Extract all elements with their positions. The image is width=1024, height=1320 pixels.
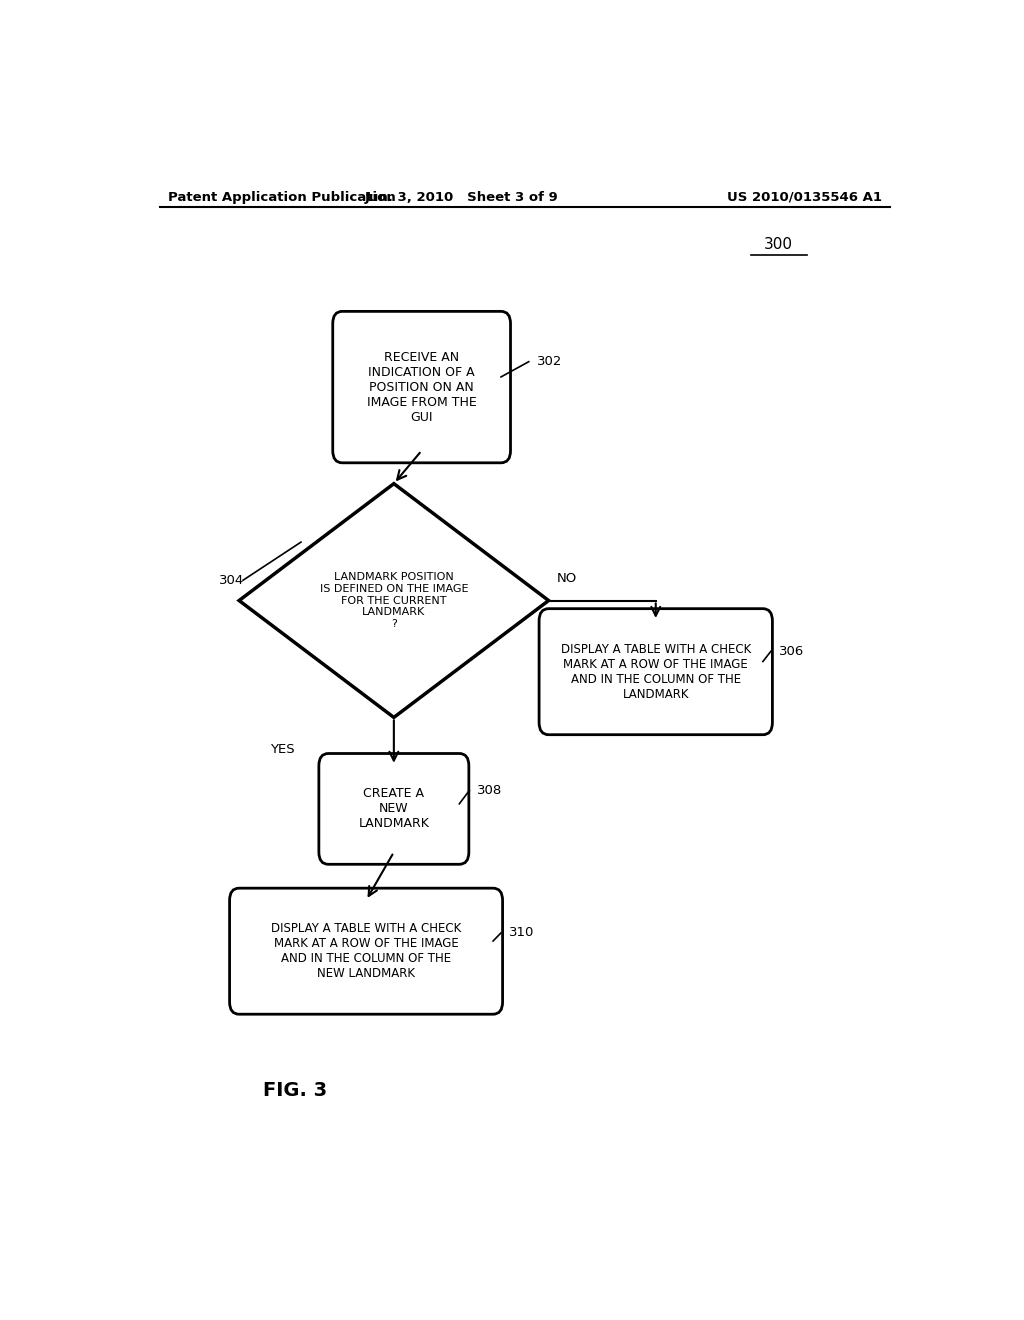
Text: US 2010/0135546 A1: US 2010/0135546 A1 [727,190,882,203]
Text: 310: 310 [509,927,535,940]
Text: 304: 304 [219,574,245,586]
FancyBboxPatch shape [229,888,503,1014]
Text: LANDMARK POSITION
IS DEFINED ON THE IMAGE
FOR THE CURRENT
LANDMARK
?: LANDMARK POSITION IS DEFINED ON THE IMAG… [319,573,468,628]
FancyBboxPatch shape [333,312,511,463]
Polygon shape [240,483,549,718]
Text: YES: YES [270,743,295,756]
Text: Patent Application Publication: Patent Application Publication [168,190,395,203]
Text: DISPLAY A TABLE WITH A CHECK
MARK AT A ROW OF THE IMAGE
AND IN THE COLUMN OF THE: DISPLAY A TABLE WITH A CHECK MARK AT A R… [271,923,461,981]
Text: 302: 302 [537,355,562,368]
Text: 306: 306 [778,645,804,657]
Text: 308: 308 [477,784,503,797]
Text: 300: 300 [764,236,794,252]
Text: NO: NO [557,573,577,585]
FancyBboxPatch shape [318,754,469,865]
Text: RECEIVE AN
INDICATION OF A
POSITION ON AN
IMAGE FROM THE
GUI: RECEIVE AN INDICATION OF A POSITION ON A… [367,351,476,424]
Text: DISPLAY A TABLE WITH A CHECK
MARK AT A ROW OF THE IMAGE
AND IN THE COLUMN OF THE: DISPLAY A TABLE WITH A CHECK MARK AT A R… [560,643,751,701]
Text: FIG. 3: FIG. 3 [263,1081,327,1100]
Text: CREATE A
NEW
LANDMARK: CREATE A NEW LANDMARK [358,788,429,830]
Text: Jun. 3, 2010   Sheet 3 of 9: Jun. 3, 2010 Sheet 3 of 9 [365,190,558,203]
FancyBboxPatch shape [539,609,772,735]
